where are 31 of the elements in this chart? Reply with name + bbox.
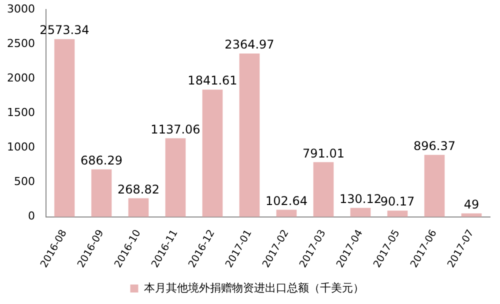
bar: [128, 198, 149, 217]
bar: [54, 39, 75, 217]
data-label: 90.17: [380, 194, 415, 209]
data-label: 1841.61: [188, 74, 238, 88]
data-label: 896.37: [414, 139, 456, 154]
bar: [165, 138, 186, 217]
bar: [239, 53, 260, 217]
y-tick-label: 500: [14, 175, 35, 188]
data-label: 791.01: [302, 146, 344, 160]
legend-label: 本月其他境外捐赠物资进出口总额（千美元）: [144, 281, 364, 294]
y-tick-label: 1500: [6, 106, 35, 120]
bar: [91, 169, 112, 217]
bar: [276, 210, 297, 217]
y-tick-label: 2000: [6, 72, 35, 85]
data-label: 2573.34: [40, 23, 90, 38]
bar: [313, 162, 334, 217]
data-label: 1137.06: [150, 122, 200, 136]
data-label: 49: [464, 198, 480, 212]
bar: [202, 90, 223, 217]
data-label: 686.29: [80, 154, 122, 168]
data-label: 102.64: [265, 194, 308, 208]
bar: [387, 210, 408, 217]
data-label: 268.82: [117, 182, 160, 196]
y-tick-label: 0: [28, 210, 35, 223]
bar: [424, 154, 445, 217]
data-label: 2364.97: [224, 38, 274, 52]
y-tick-label: 3000: [6, 2, 35, 16]
y-tick-label: 2500: [6, 36, 35, 50]
bar: [350, 208, 371, 217]
y-tick-label: 1000: [6, 140, 35, 154]
data-label: 130.12: [340, 192, 382, 206]
